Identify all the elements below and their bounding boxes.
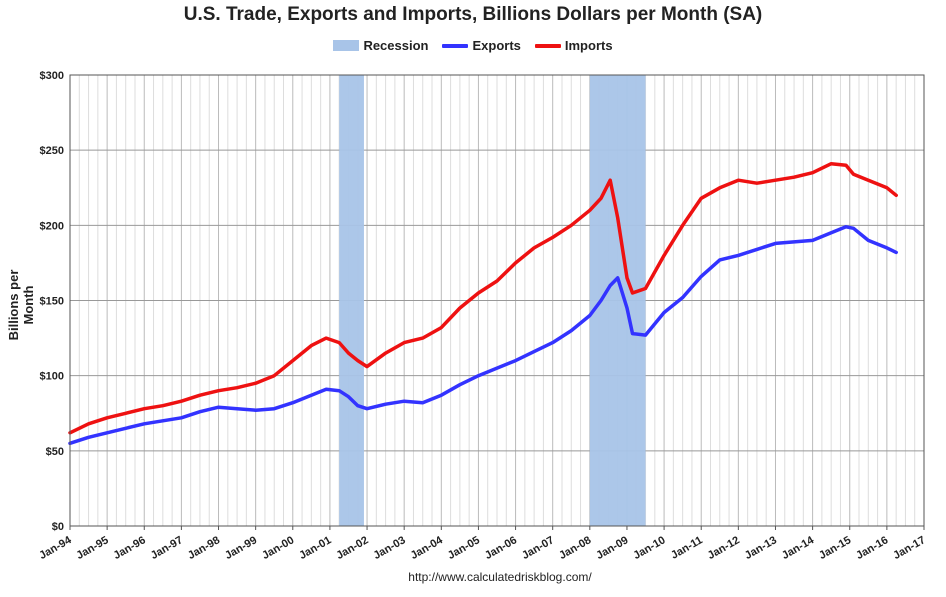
recession-layer <box>339 75 646 526</box>
x-tick-label: Jan-13 <box>743 534 779 562</box>
x-tick-label: Jan-95 <box>74 534 110 562</box>
series-line-imports <box>68 161 898 435</box>
series-layer <box>68 161 898 446</box>
x-tick-label: Jan-11 <box>669 534 705 562</box>
x-tick-label: Jan-17 <box>891 534 927 562</box>
legend-swatch-exports <box>442 43 469 48</box>
legend-label-recession: Recession <box>363 38 429 53</box>
x-tick-label: Jan-08 <box>557 534 593 562</box>
y-tick-label: $0 <box>52 521 64 533</box>
recession-band-2 <box>589 75 646 526</box>
y-tick-label: $200 <box>40 220 64 232</box>
x-tick-label: Jan-14 <box>780 534 817 562</box>
y-tick-label: $100 <box>40 371 64 383</box>
x-tick-label: Jan-05 <box>446 534 482 562</box>
x-tick-label: Jan-16 <box>854 534 890 562</box>
legend-swatch-imports <box>534 43 561 48</box>
x-tick-label: Jan-97 <box>149 534 185 562</box>
y-tick-label: $150 <box>40 296 64 308</box>
recession-band-1 <box>339 75 364 526</box>
x-tick-label: Jan-99 <box>223 534 259 562</box>
x-tick-label: Jan-00 <box>260 534 296 562</box>
x-tick-label: Jan-12 <box>706 534 742 562</box>
x-tick-label: Jan-03 <box>371 534 407 562</box>
y-tick-label: $250 <box>40 145 64 157</box>
x-tick-label: Jan-98 <box>186 534 222 562</box>
x-tick-label: Jan-06 <box>483 534 519 562</box>
legend-label-exports: Exports <box>472 38 521 53</box>
grid-layer <box>69 74 925 527</box>
legend-item-exports: Exports <box>442 38 521 53</box>
plot-border <box>69 74 925 527</box>
x-tick-label: Jan-09 <box>594 534 630 562</box>
x-tick-label: Jan-07 <box>520 534 556 562</box>
legend: Recession Exports Imports <box>0 38 946 53</box>
x-tick-label: Jan-10 <box>631 534 667 562</box>
x-tick-label: Jan-04 <box>409 534 446 562</box>
x-tick-label: Jan-94 <box>37 534 74 562</box>
y-tick-label: $300 <box>40 70 64 82</box>
x-tick-label: Jan-15 <box>817 534 853 562</box>
x-tick-label: Jan-02 <box>334 534 370 562</box>
x-tick-label: Jan-01 <box>297 534 333 562</box>
x-tick-label: Jan-96 <box>112 534 148 562</box>
legend-item-imports: Imports <box>534 38 613 53</box>
legend-label-imports: Imports <box>564 38 613 53</box>
legend-item-recession: Recession <box>333 38 428 53</box>
legend-swatch-recession <box>333 40 360 51</box>
series-line-exports <box>68 225 898 446</box>
chart-title: U.S. Trade, Exports and Imports, Billion… <box>183 4 763 25</box>
source-credit: http://www.calculatedriskblog.com/ <box>408 570 592 584</box>
y-tick-label: $50 <box>46 446 64 458</box>
